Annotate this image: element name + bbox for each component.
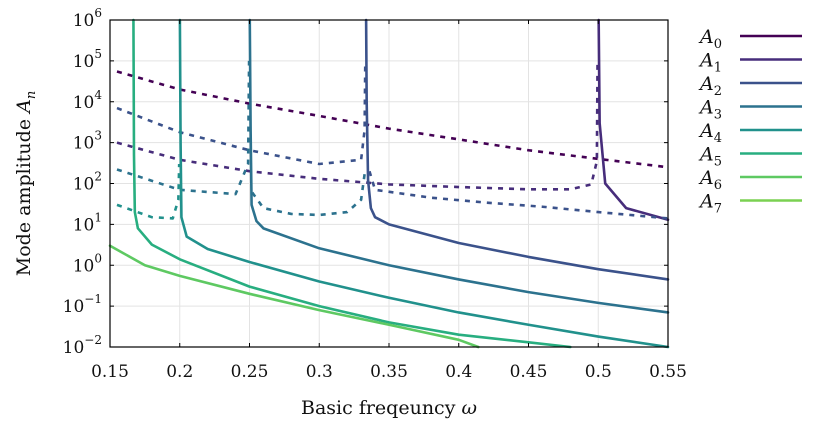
x-tick-label: 0.3 [306, 362, 333, 382]
legend-label: A0 [698, 26, 722, 52]
legend-label: A7 [698, 191, 722, 217]
series-line-a0-dashed [116, 70, 669, 169]
axis-ticks: 0.15 0.2 0.25 0.3 0.35 0.4 0.45 0.5 0.55 10−2 10−1… [63, 6, 687, 382]
y-tick-label: 102 [73, 170, 102, 195]
legend-entry-a4: A4 [698, 120, 802, 146]
x-tick-label: 0.2 [166, 362, 193, 382]
series-line-a1-dashed [116, 60, 599, 191]
series-line-a3-solid [248, 18, 670, 314]
legend-entry-a0: A0 [698, 26, 802, 52]
x-tick-label: 0.4 [445, 362, 472, 382]
y-tick-label: 101 [73, 210, 102, 235]
legend-label: A6 [698, 167, 722, 193]
legend-label: A5 [698, 144, 722, 170]
legend-label: A4 [698, 120, 722, 146]
x-axis-label: Basic freqeuncy ω [301, 397, 477, 419]
y-tick-label: 106 [73, 6, 102, 31]
y-tick-label: 104 [73, 88, 103, 113]
y-tick-label: 105 [73, 47, 102, 72]
series-line-a4-dashed [116, 163, 181, 220]
series-line-a2-dashed [368, 170, 669, 220]
legend-entry-a3: A3 [698, 97, 802, 123]
series-line-a4-solid [178, 18, 670, 349]
legend-entry-a7: A7 [698, 191, 802, 217]
y-tick-label: 103 [73, 129, 102, 154]
series-line-a2-solid [364, 18, 670, 281]
legend-label: A2 [698, 73, 722, 99]
legend-label: A1 [698, 50, 722, 76]
series-line-a6-solid [108, 244, 480, 349]
series-line-a3-dashed [251, 171, 367, 217]
series-line-a2-dashed [116, 60, 367, 166]
x-tick-label: 0.55 [649, 362, 687, 382]
y-tick-label: 10−2 [63, 333, 102, 358]
legend-entry-a5: A5 [698, 144, 802, 170]
legend-entry-a6: A6 [698, 167, 802, 193]
x-tick-label: 0.35 [370, 362, 408, 382]
series-line-a3-dashed [116, 60, 251, 196]
series-line-a1-solid [597, 18, 670, 222]
y-tick-label: 100 [73, 251, 102, 276]
y-axis-label: Mode amplitude An [13, 91, 39, 276]
legend-entry-a1: A1 [698, 50, 802, 76]
legend-label: A3 [698, 97, 722, 123]
x-tick-label: 0.45 [510, 362, 548, 382]
legend-entry-a2: A2 [698, 73, 802, 99]
x-tick-label: 0.5 [585, 362, 612, 382]
y-tick-label: 10−1 [63, 292, 102, 317]
x-tick-label: 0.25 [231, 362, 269, 382]
x-tick-label: 0.15 [91, 362, 129, 382]
series-line-a5-solid [132, 18, 572, 349]
series-layer [108, 18, 670, 349]
